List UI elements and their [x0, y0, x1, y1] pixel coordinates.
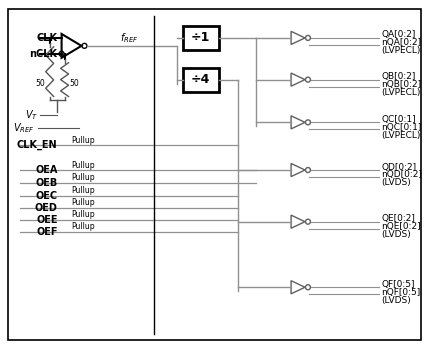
Text: Pullup: Pullup — [72, 222, 95, 231]
Text: 50: 50 — [35, 79, 44, 88]
Text: QC[0:1]: QC[0:1] — [381, 115, 416, 124]
Text: nQE[0:2]: nQE[0:2] — [381, 222, 421, 231]
Text: 50: 50 — [70, 79, 79, 88]
Text: $V_T$: $V_T$ — [25, 109, 38, 122]
Text: OEA: OEA — [35, 165, 57, 175]
Text: CLK: CLK — [37, 33, 57, 43]
Text: OED: OED — [35, 203, 57, 213]
Text: OEB: OEB — [35, 178, 57, 188]
Text: Pullup: Pullup — [72, 173, 95, 183]
Text: Pullup: Pullup — [72, 161, 95, 170]
Text: Pullup: Pullup — [72, 186, 95, 195]
Text: OEF: OEF — [36, 227, 57, 237]
Text: Pullup: Pullup — [72, 210, 95, 219]
Text: nQD[0:2]: nQD[0:2] — [381, 171, 422, 179]
Text: (LVDS): (LVDS) — [381, 230, 411, 239]
Text: (LVPECL): (LVPECL) — [381, 131, 421, 140]
Text: CLK_EN: CLK_EN — [17, 140, 57, 150]
Text: ÷1: ÷1 — [191, 31, 210, 44]
Text: nQB[0:2]: nQB[0:2] — [381, 80, 422, 89]
Text: Pullup: Pullup — [72, 136, 95, 145]
Bar — [183, 26, 219, 50]
Text: $V_{REF}$: $V_{REF}$ — [13, 121, 35, 135]
Text: QD[0:2]: QD[0:2] — [381, 163, 416, 172]
Text: (LVPECL): (LVPECL) — [381, 88, 421, 97]
Text: nQC[0:1]: nQC[0:1] — [381, 123, 422, 132]
Text: (LVDS): (LVDS) — [381, 178, 411, 187]
Text: nQA[0:2]: nQA[0:2] — [381, 38, 422, 47]
Text: (LVDS): (LVDS) — [381, 296, 411, 305]
Text: Pullup: Pullup — [72, 198, 95, 207]
Bar — [183, 68, 219, 91]
Text: QF[0:5]: QF[0:5] — [381, 280, 415, 289]
Text: nCLK: nCLK — [30, 49, 57, 59]
Text: QB[0:2]: QB[0:2] — [381, 72, 416, 81]
Text: ÷4: ÷4 — [191, 73, 210, 86]
Text: QA[0:2]: QA[0:2] — [381, 30, 416, 39]
Text: QE[0:2]: QE[0:2] — [381, 214, 415, 223]
Text: nQF[0:5]: nQF[0:5] — [381, 288, 421, 297]
Text: OEC: OEC — [35, 191, 57, 201]
Text: OEE: OEE — [36, 215, 57, 225]
Text: $f_{REF}$: $f_{REF}$ — [120, 31, 138, 45]
Text: (LVPECL): (LVPECL) — [381, 46, 421, 55]
